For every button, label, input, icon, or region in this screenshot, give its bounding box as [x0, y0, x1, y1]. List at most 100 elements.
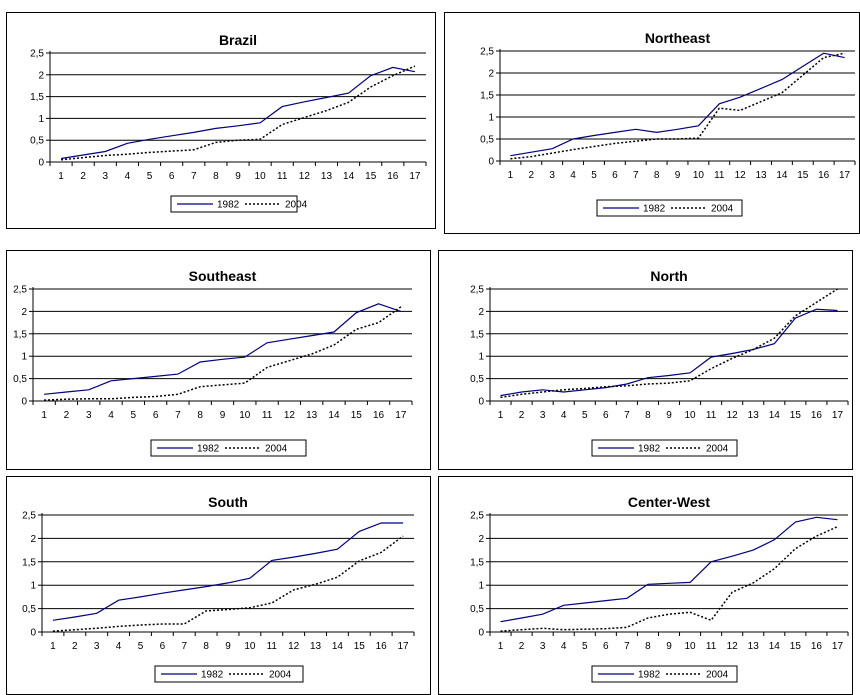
- legend-label-2004: 2004: [285, 200, 308, 211]
- x-tick-label: 12: [288, 641, 300, 652]
- legend-label-2004: 2004: [706, 670, 729, 681]
- series-2004-line: [61, 65, 416, 161]
- legend: 1982 2004: [154, 665, 304, 683]
- series-2004-line: [52, 535, 404, 632]
- legend: 1982 2004: [150, 439, 307, 457]
- legend-label-1982: 1982: [217, 200, 240, 211]
- y-tick-label: 1,5: [470, 329, 484, 340]
- x-tick-label: 6: [153, 410, 159, 421]
- x-tick-label: 2: [519, 641, 525, 652]
- y-tick-label: 1: [478, 581, 484, 592]
- x-tick-label: 2: [72, 641, 78, 652]
- x-tick-label: 6: [169, 171, 175, 182]
- x-tick-label: 5: [591, 170, 597, 181]
- chart-title: South: [208, 494, 248, 510]
- x-tick-label: 13: [748, 410, 760, 421]
- x-tick-label: 9: [225, 641, 231, 652]
- x-tick-label: 7: [175, 410, 181, 421]
- x-tick-label: 3: [103, 171, 109, 182]
- panel-northeast: Northeast 0 0,5 1 1,5 2 2,5 1 2 3 4 5 6 7 8 9 10 11 12 13 14…: [444, 12, 860, 234]
- x-tick-label: 4: [108, 410, 114, 421]
- series-1982-line: [510, 52, 845, 157]
- x-tick-label: 10: [684, 641, 696, 652]
- y-tick-label: 2: [30, 534, 36, 545]
- y-tick-label: 2,5: [30, 49, 44, 60]
- x-tick-label: 16: [811, 410, 823, 421]
- y-tick-label: 2,5: [13, 285, 27, 296]
- x-tick-label: 15: [790, 410, 802, 421]
- x-tick-label: 11: [277, 171, 288, 182]
- series-2004-line: [510, 52, 845, 160]
- y-tick-label: 0: [478, 397, 484, 408]
- x-tick-label: 9: [666, 641, 672, 652]
- x-tick-label: 10: [244, 641, 256, 652]
- legend-box: [170, 195, 298, 213]
- y-tick-label: 1,5: [22, 557, 36, 568]
- y-tick-label: 1: [30, 581, 36, 592]
- x-tick-label: 1: [41, 410, 47, 421]
- x-tick-label: 7: [624, 410, 630, 421]
- x-tick-label: 8: [645, 641, 651, 652]
- x-tick-label: 17: [839, 170, 851, 181]
- y-tick-label: 2: [478, 307, 484, 318]
- y-tick-label: 0,5: [480, 135, 494, 146]
- x-tick-label: 9: [666, 410, 672, 421]
- x-tick-label: 2: [519, 410, 525, 421]
- x-tick-label: 3: [86, 410, 92, 421]
- x-tick-label: 17: [832, 410, 844, 421]
- x-tick-label: 11: [706, 410, 717, 421]
- x-tick-label: 8: [213, 171, 219, 182]
- y-tick-label: 2: [488, 69, 494, 80]
- x-tick-label: 14: [769, 641, 781, 652]
- chart-title: Center-West: [628, 494, 711, 510]
- x-tick-label: 9: [235, 171, 241, 182]
- x-tick-label: 4: [561, 410, 567, 421]
- x-tick-label: 1: [50, 641, 56, 652]
- y-tick-label: 0: [488, 157, 494, 168]
- x-tick-label: 10: [684, 410, 696, 421]
- x-tick-label: 10: [693, 170, 705, 181]
- series-2004-line: [500, 526, 838, 632]
- x-tick-label: 14: [332, 641, 344, 652]
- x-tick-label: 3: [540, 410, 546, 421]
- panel-southeast: Southeast 0 0,5 1 1,5 2 2,5 1 2 3 4 5 6 7 8 9 10 11 12 13 14…: [6, 250, 431, 470]
- x-tick-label: 15: [354, 641, 366, 652]
- x-tick-label: 4: [570, 170, 576, 181]
- series-1982-line: [52, 522, 404, 621]
- x-tick-label: 4: [561, 641, 567, 652]
- series-1982-line: [61, 66, 416, 160]
- panel-north: North 0 0,5 1 1,5 2 2,5 1 2 3 4 5 6 7 8 9 10 11 12 13 14 15 16…: [438, 250, 853, 470]
- legend-label-2004: 2004: [265, 444, 288, 455]
- x-tick-label: 2: [80, 171, 86, 182]
- x-tick-label: 2: [529, 170, 535, 181]
- x-tick-label: 14: [769, 410, 781, 421]
- x-tick-label: 15: [797, 170, 809, 181]
- legend-label-1982: 1982: [643, 204, 666, 215]
- x-tick-label: 13: [310, 641, 322, 652]
- x-tick-label: 16: [373, 410, 385, 421]
- x-tick-label: 5: [138, 641, 144, 652]
- panel-brazil: Brazil 0 0,5 1 1,5 2 2,5 1 2 3 4 5 6 7 8 9 10 11 12 13 14 15 1…: [6, 12, 436, 229]
- x-tick-label: 12: [727, 641, 739, 652]
- x-tick-label: 9: [220, 410, 226, 421]
- x-tick-label: 1: [498, 641, 504, 652]
- legend-label-1982: 1982: [197, 444, 220, 455]
- x-tick-label: 8: [197, 410, 203, 421]
- y-tick-label: 2: [38, 70, 44, 81]
- x-tick-label: 7: [633, 170, 639, 181]
- series-1982-line: [500, 516, 838, 623]
- x-tick-label: 1: [508, 170, 514, 181]
- x-tick-label: 2: [64, 410, 70, 421]
- x-tick-label: 8: [645, 410, 651, 421]
- x-tick-label: 12: [284, 410, 296, 421]
- legend-label-2004: 2004: [706, 444, 729, 455]
- x-tick-label: 14: [776, 170, 788, 181]
- legend-box: [591, 439, 738, 457]
- x-tick-label: 15: [351, 410, 363, 421]
- x-tick-label: 4: [125, 171, 131, 182]
